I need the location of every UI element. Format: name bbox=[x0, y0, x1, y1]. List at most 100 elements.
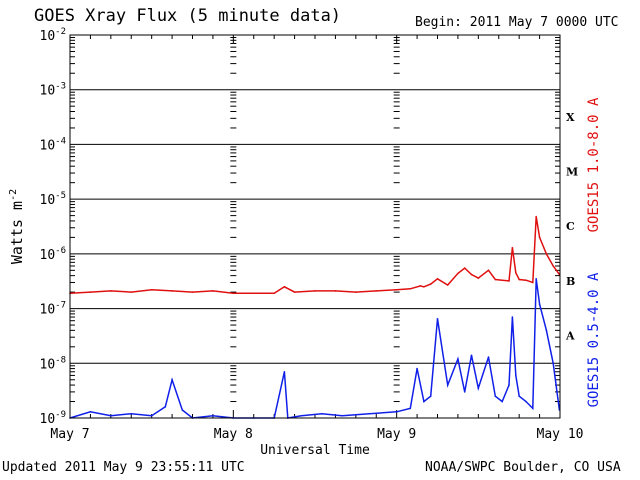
data-point bbox=[395, 410, 398, 413]
data-point bbox=[300, 414, 303, 417]
data-point bbox=[470, 354, 473, 357]
data-point bbox=[419, 285, 422, 287]
begin-label: Begin: bbox=[415, 15, 462, 30]
x-tick-labels: May 7 May 8 May 9 May 10 bbox=[50, 427, 583, 442]
legend-entry: GOES15 0.5-4.0 A bbox=[586, 272, 602, 407]
data-point bbox=[463, 391, 466, 393]
updated-timestamp: Updated 2011 May 9 23:55:11 UTC bbox=[2, 460, 245, 475]
data-point bbox=[511, 316, 514, 318]
data-point bbox=[538, 236, 541, 239]
flare-class-label: M bbox=[566, 166, 578, 179]
y-tick-label: 10-4 bbox=[40, 136, 67, 153]
data-point bbox=[423, 400, 425, 403]
data-point bbox=[283, 370, 286, 373]
data-point bbox=[518, 395, 520, 398]
data-point bbox=[552, 362, 554, 365]
data-point bbox=[514, 272, 517, 274]
data-point bbox=[368, 412, 371, 415]
data-credit: NOAA/SWPC Boulder, CO USA bbox=[425, 460, 621, 475]
data-point bbox=[171, 378, 173, 381]
data-point bbox=[457, 272, 459, 275]
data-point bbox=[518, 278, 520, 281]
data-point bbox=[487, 356, 490, 358]
series-layer bbox=[69, 215, 561, 419]
data-point bbox=[511, 246, 514, 249]
data-point bbox=[314, 290, 316, 292]
data-point bbox=[110, 290, 112, 292]
data-point bbox=[212, 414, 214, 417]
data-point bbox=[446, 284, 449, 286]
y-tick-label: 10-2 bbox=[40, 27, 67, 44]
data-point bbox=[164, 406, 167, 408]
data-point bbox=[181, 409, 184, 411]
y-minor-ticks bbox=[70, 37, 560, 403]
data-point bbox=[110, 414, 112, 417]
data-point bbox=[525, 400, 527, 403]
data-point bbox=[477, 387, 480, 390]
data-point bbox=[535, 215, 537, 218]
data-point bbox=[525, 279, 527, 282]
data-point bbox=[321, 412, 323, 415]
x-tick-label: May 9 bbox=[377, 427, 416, 442]
data-point bbox=[446, 384, 449, 386]
data-point bbox=[545, 329, 548, 332]
data-point bbox=[355, 291, 357, 293]
flare-class-labels: A B C M X bbox=[565, 111, 578, 343]
grid-lines bbox=[70, 34, 560, 419]
x-tick-label: May 8 bbox=[214, 427, 253, 442]
data-point bbox=[416, 367, 418, 370]
begin-timestamp: Begin: 2011 May 7 0000 UTC bbox=[415, 15, 619, 30]
flare-class-label: X bbox=[566, 111, 575, 124]
data-point bbox=[334, 290, 337, 292]
chart-title: GOES Xray Flux (5 minute data) bbox=[34, 6, 342, 26]
data-point bbox=[508, 280, 510, 282]
data-point bbox=[494, 395, 497, 398]
data-point bbox=[232, 292, 235, 295]
data-point bbox=[150, 289, 153, 291]
data-point bbox=[531, 407, 534, 410]
data-point bbox=[423, 285, 425, 288]
data-point bbox=[130, 291, 133, 293]
data-point bbox=[501, 279, 503, 282]
data-point bbox=[457, 358, 459, 360]
data-point bbox=[252, 292, 255, 295]
data-point bbox=[552, 265, 554, 267]
data-point bbox=[395, 289, 398, 291]
flare-class-label: C bbox=[566, 220, 575, 233]
legend: GOES15 1.0-8.0 A GOES15 0.5-4.0 A bbox=[586, 97, 602, 407]
data-point bbox=[191, 291, 194, 293]
data-point bbox=[538, 303, 541, 306]
y-tick-label: 10-6 bbox=[40, 246, 67, 263]
y-tick-label: 10-5 bbox=[40, 191, 67, 208]
y-tick-labels: 10-9 10-8 10-7 10-6 10-5 10-4 10-3 10-2 bbox=[40, 27, 67, 427]
y-axis-label: Watts m-2 bbox=[8, 189, 26, 264]
data-point bbox=[273, 292, 275, 295]
data-point bbox=[409, 407, 412, 410]
data-point bbox=[470, 273, 473, 276]
y-tick-label: 10-9 bbox=[40, 410, 67, 427]
legend-entry: GOES15 1.0-8.0 A bbox=[586, 97, 602, 232]
data-point bbox=[535, 278, 537, 280]
begin-value: 2011 May 7 0000 UTC bbox=[469, 15, 619, 30]
data-point bbox=[494, 278, 497, 281]
y-tick-label: 10-7 bbox=[40, 301, 67, 318]
data-point bbox=[150, 414, 153, 417]
flare-class-label: A bbox=[565, 330, 575, 343]
data-point bbox=[283, 285, 286, 288]
data-point bbox=[375, 290, 378, 292]
flare-class-label: B bbox=[566, 275, 575, 288]
data-point bbox=[508, 384, 510, 386]
data-point bbox=[429, 395, 432, 398]
data-point bbox=[171, 290, 173, 292]
data-point bbox=[341, 414, 344, 417]
y-axis-label-text: Watts m bbox=[8, 201, 26, 264]
series-line-long bbox=[69, 216, 561, 295]
y-tick-label: 10-8 bbox=[40, 355, 67, 372]
data-point bbox=[531, 281, 534, 284]
data-point bbox=[293, 291, 296, 293]
series-line-short bbox=[69, 278, 561, 419]
data-point bbox=[501, 400, 503, 403]
x-axis-label: Universal Time bbox=[260, 443, 370, 458]
data-point bbox=[477, 277, 480, 279]
